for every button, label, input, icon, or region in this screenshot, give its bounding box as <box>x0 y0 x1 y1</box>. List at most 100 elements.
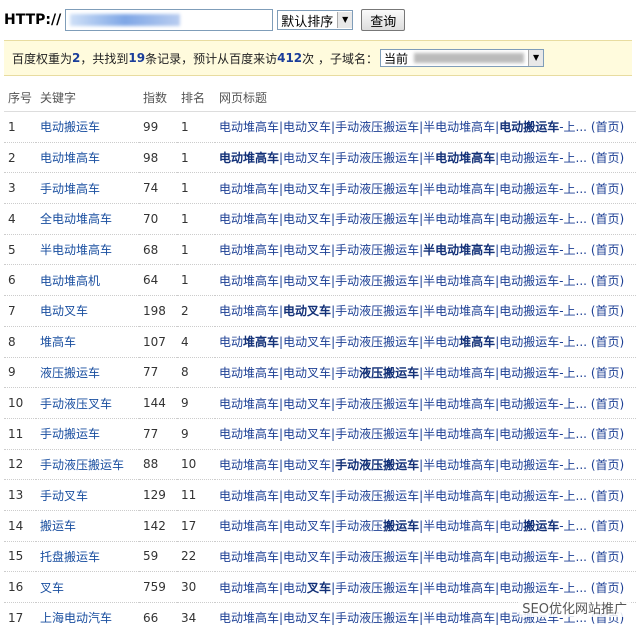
keyword[interactable]: 电动叉车 <box>36 295 139 327</box>
query-button[interactable]: 查询 <box>361 9 406 31</box>
page-title[interactable]: 电动堆高车|电动叉车|手动液压搬运车|半电动堆高车|电动搬运车-上... <box>219 427 587 442</box>
page-title[interactable]: 电动堆高车|电动叉车|手动液压搬运车|半电动堆高车|电动搬运车-上... <box>219 611 587 626</box>
table-body: 1 电动搬运车 99 1 电动堆高车|电动叉车|手动液压搬运车|半电动堆高车|电动搬运车… <box>4 111 636 631</box>
page-title-cell: 电动堆高车|电动叉车|手动液压搬运车|半电动堆高车|电动搬运车-上... (首页… <box>215 571 636 603</box>
page-title[interactable]: 电动堆高车|电动叉车|手动液压搬运车|半电动堆高车|电动搬运车-上... <box>219 181 587 196</box>
page-title[interactable]: 电动堆高车|电动叉车|手动液压搬运车|半电动堆高车|电动搬运车-上... <box>219 212 587 227</box>
row-number: 6 <box>4 264 36 297</box>
rank: 1 <box>177 234 215 266</box>
page-type: (首页) <box>590 335 625 350</box>
index: 759 <box>139 571 177 603</box>
page-type: (首页) <box>590 273 625 288</box>
page-title[interactable]: 电动堆高车|电动叉车|手动液压搬运车|半电动堆高车|电动搬运车-上... <box>219 243 587 258</box>
rank: 1 <box>177 111 215 143</box>
keyword[interactable]: 半电动堆高车 <box>36 234 139 266</box>
page-title[interactable]: 电动堆高车|电动叉车|手动液压搬运车|半电动堆高车|电动搬运车-上... <box>219 549 587 564</box>
weight-label: 百度权重为 <box>12 51 73 66</box>
keyword[interactable]: 全电动堆高车 <box>36 203 139 235</box>
index: 59 <box>139 541 177 573</box>
page-title[interactable]: 电动堆高车|电动叉车|手动液压搬运车|半电动堆高车|电动搬运车-上... <box>219 488 587 503</box>
row-number: 17 <box>4 602 36 631</box>
records-label: 条记录，预计从百度来访 <box>145 51 278 66</box>
visits-label: 次 ，子域名： <box>302 51 378 66</box>
keyword[interactable]: 手动液压叉车 <box>36 387 139 419</box>
sort-select-text: 默认排序 <box>281 14 334 30</box>
page-title[interactable]: 电动堆高车|电动叉车|手动液压搬运车|半电动堆高车|电动搬运车-上... <box>219 396 587 411</box>
keyword[interactable]: 叉车 <box>36 571 139 603</box>
index: 107 <box>139 326 177 358</box>
page-title-cell: 电动堆高车|电动叉车|手动液压搬运车|半电动堆高车|电动搬运车-上... (首页… <box>215 326 636 358</box>
page-title[interactable]: 电动堆高车|电动叉车|手动液压搬运车|半电动堆高车|电动搬运车-上... <box>219 151 587 166</box>
row-number: 3 <box>4 172 36 205</box>
row-number: 12 <box>4 449 36 481</box>
keyword[interactable]: 手动搬运车 <box>36 418 139 450</box>
keyword[interactable]: 上海电动汽车 <box>36 602 139 631</box>
rank: 30 <box>177 571 215 603</box>
page-title[interactable]: 电动堆高车|电动叉车|手动液压搬运车|半电动堆高车|电动搬运车-上... <box>219 580 587 595</box>
page-type: (首页) <box>590 396 625 411</box>
rank: 1 <box>177 264 215 297</box>
keyword[interactable]: 电动搬运车 <box>36 111 139 143</box>
column-header: 关键字 <box>36 84 139 112</box>
rank: 8 <box>177 357 215 389</box>
page-title[interactable]: 电动堆高车|电动叉车|手动液压搬运车|半电动堆高车|电动搬运车-上... <box>219 365 587 380</box>
rank: 9 <box>177 418 215 450</box>
page-title[interactable]: 电动堆高车|电动叉车|手动液压搬运车|半电动堆高车|电动搬运车-上... <box>219 304 587 319</box>
page-title-cell: 电动堆高车|电动叉车|手动液压搬运车|半电动堆高车|电动搬运车-上... (首页… <box>215 234 636 266</box>
result-row: 9 液压搬运车 77 8 电动堆高车|电动叉车|手动液压搬运车|半电动堆高车|电动搬运车… <box>4 357 636 389</box>
index: 144 <box>139 387 177 419</box>
row-number: 10 <box>4 387 36 419</box>
subdomain-select[interactable]: 当前 ▼ <box>380 49 545 67</box>
row-number: 16 <box>4 571 36 603</box>
page-title[interactable]: 电动堆高车|电动叉车|手动液压搬运车|半电动堆高车|电动搬运车-上... <box>219 519 587 534</box>
row-number: 11 <box>4 418 36 450</box>
index: 129 <box>139 479 177 511</box>
result-row: 14 搬运车 142 17 电动堆高车|电动叉车|手动液压搬运车|半电动堆高车|电动搬运… <box>4 510 636 542</box>
page-title-cell: 电动堆高车|电动叉车|手动液压搬运车|半电动堆高车|电动搬运车-上... (首页… <box>215 479 636 511</box>
subdomain-text: 当前 <box>384 51 409 66</box>
page-title[interactable]: 电动堆高车|电动叉车|手动液压搬运车|半电动堆高车|电动搬运车-上... <box>219 273 587 288</box>
page-title-cell: 电动堆高车|电动叉车|手动液压搬运车|半电动堆高车|电动搬运车-上... (首页… <box>215 264 636 297</box>
page-title[interactable]: 电动堆高车|电动叉车|手动液压搬运车|半电动堆高车|电动搬运车-上... <box>219 335 588 350</box>
page-type: (首页) <box>590 549 625 564</box>
page-title-cell: 电动堆高车|电动叉车|手动液压搬运车|半电动堆高车|电动搬运车-上... (首页… <box>215 203 636 235</box>
page-title-cell: 电动堆高车|电动叉车|手动液压搬运车|半电动堆高车|电动搬运车-上... (首页… <box>215 510 636 542</box>
page-type: (首页) <box>590 365 625 380</box>
rank: 4 <box>177 326 215 358</box>
index: 77 <box>139 357 177 389</box>
keyword[interactable]: 液压搬运车 <box>36 357 139 389</box>
page-type: (首页) <box>590 151 625 166</box>
index: 77 <box>139 418 177 450</box>
keyword[interactable]: 电动堆高机 <box>36 264 139 297</box>
keyword[interactable]: 托盘搬运车 <box>36 541 139 573</box>
search-bar: HTTP:// 默认排序 ▼ 查询 <box>4 8 406 32</box>
result-row: 8 堆高车 107 4 电动堆高车|电动叉车|手动液压搬运车|半电动堆高车|电动搬运车-… <box>4 326 636 358</box>
keyword[interactable]: 搬运车 <box>36 510 139 542</box>
keyword[interactable]: 手动叉车 <box>36 479 139 511</box>
url-input[interactable] <box>65 9 274 31</box>
keyword[interactable]: 手动液压搬运车 <box>36 449 139 481</box>
page-type: (首页) <box>590 427 625 442</box>
row-number: 4 <box>4 203 36 235</box>
result-row: 12 手动液压搬运车 88 10 电动堆高车|电动叉车|手动液压搬运车|半电动堆高车|电… <box>4 449 636 481</box>
result-row: 5 半电动堆高车 68 1 电动堆高车|电动叉车|手动液压搬运车|半电动堆高车|电动搬运… <box>4 234 636 266</box>
header-row: 序号 关键字 指数 排名 网页标题 <box>4 84 636 112</box>
keyword[interactable]: 堆高车 <box>36 326 139 358</box>
index: 99 <box>139 111 177 143</box>
url-label: HTTP:// <box>4 12 62 28</box>
page-title[interactable]: 电动堆高车|电动叉车|手动液压搬运车|半电动堆高车|电动搬运车-上... <box>219 457 587 472</box>
rank: 10 <box>177 449 215 481</box>
page-type: (首页) <box>590 519 625 534</box>
page-title-cell: 电动堆高车|电动叉车|手动液压搬运车|半电动堆高车|电动搬运车-上... (首页… <box>215 172 636 205</box>
page-title[interactable]: 电动堆高车|电动叉车|手动液压搬运车|半电动堆高车|电动搬运车-上... <box>219 120 587 135</box>
result-row: 6 电动堆高机 64 1 电动堆高车|电动叉车|手动液压搬运车|半电动堆高车|电动搬运车… <box>4 264 636 297</box>
rank: 1 <box>177 203 215 235</box>
keyword[interactable]: 电动堆高车 <box>36 142 139 174</box>
result-row: 11 手动搬运车 77 9 电动堆高车|电动叉车|手动液压搬运车|半电动堆高车|电动搬运… <box>4 418 636 450</box>
rank: 34 <box>177 602 215 631</box>
keyword[interactable]: 手动堆高车 <box>36 172 139 205</box>
row-number: 13 <box>4 479 36 511</box>
visits: 412 <box>277 51 303 65</box>
sort-select[interactable]: 默认排序 ▼ <box>277 10 354 30</box>
